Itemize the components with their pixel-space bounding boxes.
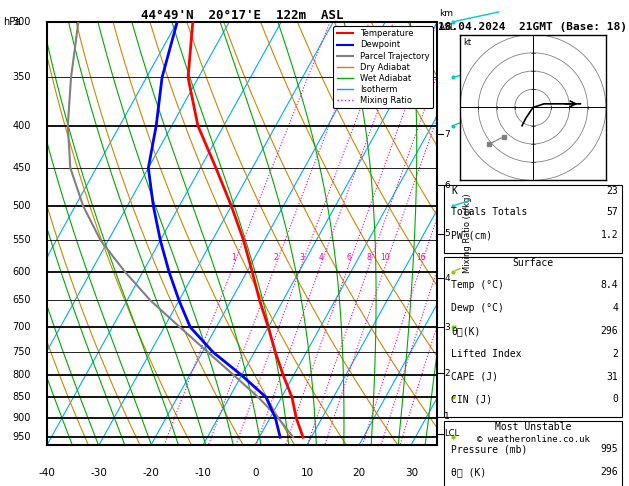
Text: 296: 296	[601, 467, 618, 477]
Bar	[444, 185, 622, 253]
Text: CAPE (J): CAPE (J)	[451, 371, 498, 382]
Text: 4: 4	[613, 303, 618, 313]
Text: 16: 16	[416, 253, 426, 262]
Text: 2: 2	[613, 349, 618, 359]
Text: 450: 450	[13, 163, 31, 173]
Text: 600: 600	[13, 267, 31, 277]
Text: Surface: Surface	[513, 258, 554, 268]
Text: 700: 700	[13, 322, 31, 332]
Text: 300: 300	[13, 17, 31, 27]
Text: 900: 900	[13, 413, 31, 423]
Text: hPa: hPa	[3, 17, 21, 27]
Text: 750: 750	[12, 347, 31, 357]
Text: 31: 31	[607, 371, 618, 382]
Text: 995: 995	[601, 444, 618, 454]
Title: 44°49'N  20°17'E  122m  ASL: 44°49'N 20°17'E 122m ASL	[141, 9, 343, 22]
Text: Dewp (°C): Dewp (°C)	[451, 303, 504, 313]
Text: θᴇ(K): θᴇ(K)	[451, 326, 481, 336]
Text: 10: 10	[381, 253, 390, 262]
Text: 8: 8	[367, 253, 372, 262]
Text: 10: 10	[301, 468, 314, 478]
Text: Most Unstable: Most Unstable	[495, 422, 571, 432]
Text: -30: -30	[91, 468, 108, 478]
Text: -20: -20	[143, 468, 160, 478]
Bar	[444, 421, 622, 486]
Text: θᴇ (K): θᴇ (K)	[451, 467, 486, 477]
Text: 296: 296	[601, 326, 618, 336]
Text: 350: 350	[13, 72, 31, 83]
Text: 0: 0	[613, 394, 618, 404]
Text: 3: 3	[299, 253, 304, 262]
Text: Mixing Ratio (g/kg): Mixing Ratio (g/kg)	[462, 193, 472, 273]
Text: Lifted Index: Lifted Index	[451, 349, 522, 359]
Text: 1: 1	[444, 413, 450, 421]
Text: © weatheronline.co.uk: © weatheronline.co.uk	[477, 435, 589, 444]
Text: 950: 950	[13, 432, 31, 442]
Text: 0: 0	[252, 468, 259, 478]
Text: 2: 2	[273, 253, 278, 262]
Text: 8.4: 8.4	[601, 280, 618, 290]
Text: 1: 1	[231, 253, 236, 262]
Text: -10: -10	[195, 468, 211, 478]
Text: 20: 20	[353, 468, 366, 478]
Text: 4: 4	[318, 253, 323, 262]
Text: 4: 4	[444, 274, 450, 283]
Text: 57: 57	[607, 208, 618, 218]
Text: 800: 800	[13, 370, 31, 380]
Text: K: K	[451, 186, 457, 195]
Text: 400: 400	[13, 121, 31, 131]
Text: 6: 6	[346, 253, 351, 262]
Text: Temp (°C): Temp (°C)	[451, 280, 504, 290]
Text: 2: 2	[444, 368, 450, 378]
Text: 850: 850	[13, 392, 31, 402]
Text: 550: 550	[12, 235, 31, 245]
Bar	[444, 258, 622, 417]
Text: 7: 7	[444, 130, 450, 139]
Text: PW (cm): PW (cm)	[451, 230, 493, 240]
Text: 650: 650	[13, 295, 31, 306]
Text: 6: 6	[444, 181, 450, 190]
Text: Pressure (mb): Pressure (mb)	[451, 444, 528, 454]
Text: CIN (J): CIN (J)	[451, 394, 493, 404]
Text: 500: 500	[13, 201, 31, 211]
Text: -40: -40	[39, 468, 55, 478]
Text: 23: 23	[607, 186, 618, 195]
Text: 5: 5	[444, 229, 450, 238]
Text: km: km	[439, 9, 453, 17]
Text: 3: 3	[444, 323, 450, 331]
Text: 1.2: 1.2	[601, 230, 618, 240]
Text: 30: 30	[404, 468, 418, 478]
Text: ASL: ASL	[439, 23, 456, 33]
Text: Totals Totals: Totals Totals	[451, 208, 528, 218]
Text: LCL: LCL	[444, 429, 459, 438]
Text: 18.04.2024  21GMT (Base: 18): 18.04.2024 21GMT (Base: 18)	[438, 22, 628, 32]
Legend: Temperature, Dewpoint, Parcel Trajectory, Dry Adiabat, Wet Adiabat, Isotherm, Mi: Temperature, Dewpoint, Parcel Trajectory…	[333, 26, 433, 108]
